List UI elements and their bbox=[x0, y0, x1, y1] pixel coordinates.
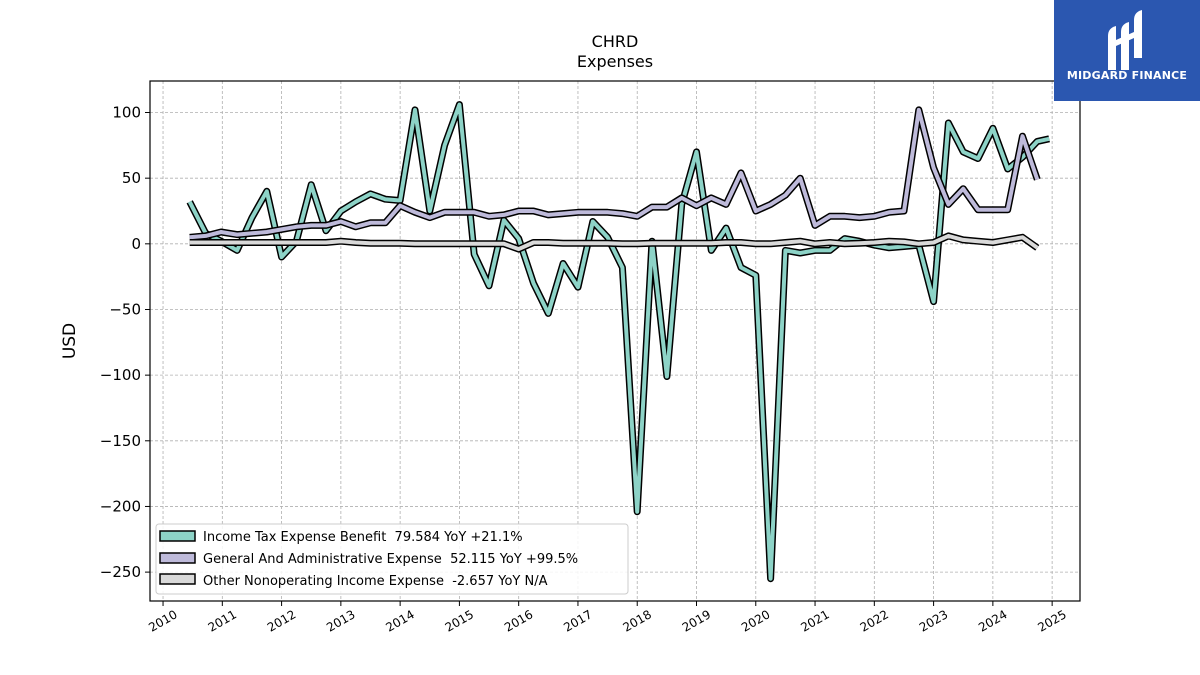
chart-title: CHRD bbox=[592, 32, 639, 51]
legend-label-general-admin: General And Administrative Expense 52.11… bbox=[203, 552, 578, 567]
x-tick-label: 2015 bbox=[443, 607, 476, 634]
legend-swatch-general-admin bbox=[159, 552, 196, 564]
plot-frame bbox=[149, 80, 1081, 602]
legend-frame bbox=[155, 523, 629, 595]
brand-logo: MIDGARD FINANCE bbox=[1054, 0, 1200, 101]
x-tick-label: 2020 bbox=[739, 607, 772, 634]
x-tick-label: 2013 bbox=[324, 607, 357, 634]
logo-icon bbox=[1108, 10, 1142, 70]
series-stroke bbox=[189, 233, 1039, 252]
x-tick-label: 2016 bbox=[502, 607, 535, 634]
series-line-0 bbox=[186, 101, 1050, 583]
series-line-1 bbox=[189, 106, 1041, 241]
x-tick-label: 2025 bbox=[1035, 607, 1068, 634]
y-tick-label: 100 bbox=[112, 104, 141, 122]
x-tick-label: 2014 bbox=[383, 607, 416, 634]
series-stroke bbox=[189, 107, 1040, 240]
x-tick-label: 2010 bbox=[146, 607, 179, 634]
y-tick-label: −200 bbox=[100, 497, 141, 515]
x-tick-label: 2017 bbox=[561, 607, 594, 634]
x-tick-label: 2022 bbox=[858, 607, 891, 634]
chart-subtitle: Expenses bbox=[577, 52, 653, 71]
series-outline bbox=[186, 101, 1050, 583]
y-axis-label: USD bbox=[60, 323, 80, 359]
legend-label-other-nonoperating: Other Nonoperating Income Expense -2.657… bbox=[203, 574, 548, 589]
logo-text: MIDGARD FINANCE bbox=[1066, 69, 1188, 82]
grid bbox=[150, 81, 1080, 601]
x-tick-label: 2021 bbox=[798, 607, 831, 634]
x-tick-label: 2018 bbox=[621, 607, 654, 634]
y-tick-label: −150 bbox=[100, 432, 141, 450]
y-tick-label: −100 bbox=[100, 366, 141, 384]
x-axis: 2010 2011 2012 2013 2014 2015 2016 2017 2018 2019… bbox=[146, 601, 1069, 635]
y-tick-label: −250 bbox=[100, 563, 141, 581]
series-line-2 bbox=[189, 232, 1040, 253]
x-tick-label: 2024 bbox=[976, 607, 1009, 634]
legend-swatch-other-nonoperating bbox=[159, 573, 196, 585]
y-tick-label: −50 bbox=[109, 300, 141, 318]
legend-label-income-tax: Income Tax Expense Benefit 79.584 YoY +2… bbox=[203, 530, 523, 545]
x-tick-label: 2011 bbox=[206, 607, 239, 634]
legend: Income Tax Expense Benefit 79.584 YoY +2… bbox=[155, 523, 629, 595]
legend-swatch-income-tax bbox=[159, 530, 196, 542]
series-stroke bbox=[187, 102, 1050, 581]
y-tick-label: 0 bbox=[131, 235, 141, 253]
x-tick-label: 2019 bbox=[680, 607, 713, 634]
y-tick-label: 50 bbox=[122, 169, 141, 187]
series-layer bbox=[186, 101, 1050, 583]
x-tick-label: 2012 bbox=[265, 607, 298, 634]
y-axis: 100 50 0 −50 −100 −150 −200 −250 bbox=[100, 104, 150, 581]
x-tick-label: 2023 bbox=[917, 607, 950, 634]
